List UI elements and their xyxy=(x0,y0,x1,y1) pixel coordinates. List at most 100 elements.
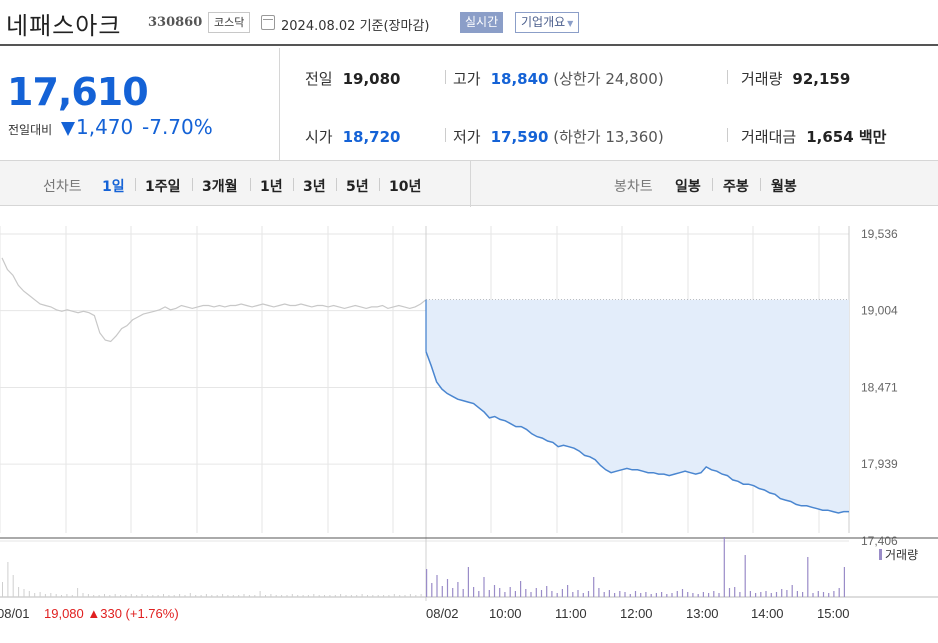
volume-bar-today xyxy=(509,587,511,597)
volume-bar-prev xyxy=(216,595,218,597)
volume-bar-today xyxy=(520,581,522,597)
tab-1w[interactable]: 1주일 xyxy=(145,179,181,195)
volume-bar-today xyxy=(697,594,699,597)
volume-bar-prev xyxy=(345,595,347,597)
volume-bar-prev xyxy=(383,595,385,597)
realtime-button[interactable]: 실시간 xyxy=(460,12,504,33)
volume-bar-prev xyxy=(388,595,390,597)
base-date: 2024.08.02 기준(장마감) xyxy=(281,19,430,34)
corp-overview-label: 기업개요 xyxy=(521,15,566,29)
volume-bar-today xyxy=(593,577,595,597)
volume-bar-today xyxy=(723,537,725,597)
volume-bar-today xyxy=(655,593,657,597)
current-price-panel: 17,610 전일대비 1,470 -7.70% xyxy=(0,48,280,160)
volume-bar-today xyxy=(817,591,819,597)
volume-bar-today xyxy=(734,587,736,597)
volume-bar-prev xyxy=(98,595,100,597)
today-area-fill xyxy=(426,299,849,513)
tab-3y[interactable]: 3년 xyxy=(303,179,326,195)
stock-header: 네패스아크 330860 코스닥 2024.08.02 기준(장마감) 실시간 … xyxy=(0,0,938,46)
volume-bar-prev xyxy=(409,594,411,597)
volume-bar-prev xyxy=(275,595,277,597)
volume-bar-today xyxy=(567,585,569,597)
prev-day-line xyxy=(1,257,427,343)
tab-1d[interactable]: 1일 xyxy=(102,179,125,195)
stat-volume: 거래량 92,159 xyxy=(741,68,850,89)
tab-3m[interactable]: 3개월 xyxy=(202,179,238,195)
tab-1y[interactable]: 1년 xyxy=(260,179,283,195)
volume-bar-prev xyxy=(23,589,25,597)
stock-name: 네패스아크 xyxy=(6,12,122,40)
volume-bar-today xyxy=(556,593,558,597)
volume-bar-today xyxy=(770,593,772,597)
divider xyxy=(470,161,471,207)
volume-bar-today xyxy=(791,585,793,597)
stat-value: 1,654 백만 xyxy=(806,128,887,146)
stat-label: 거래대금 xyxy=(741,128,797,146)
volume-bar-prev xyxy=(87,594,89,597)
volume-bar-today xyxy=(499,588,501,597)
tab-10y[interactable]: 10년 xyxy=(389,179,422,195)
volume-bar-prev xyxy=(104,594,105,597)
volume-bar-today xyxy=(728,588,731,597)
line-chart-label: 선차트 xyxy=(43,179,82,195)
volume-bar-prev xyxy=(404,595,406,597)
volume-bar-prev xyxy=(39,592,41,597)
tab-daily-candle[interactable]: 일봉 xyxy=(675,179,701,195)
stat-label: 저가 xyxy=(453,128,481,146)
volume-bar-prev xyxy=(44,594,46,597)
volume-bar-prev xyxy=(232,595,234,597)
tab-monthly-candle[interactable]: 월봉 xyxy=(771,179,797,195)
volume-bar-today xyxy=(687,592,689,597)
volume-bar-today xyxy=(598,588,600,597)
volume-bar-today xyxy=(760,592,762,597)
volume-bar-today xyxy=(488,590,490,597)
volume-bar-today xyxy=(775,592,778,597)
y-tick-label: 19,004 xyxy=(861,304,898,318)
volume-bar-today xyxy=(713,591,715,597)
corp-overview-button[interactable]: 기업개요 ▼ xyxy=(515,12,580,33)
volume-bar-today xyxy=(457,582,459,597)
volume-bar-today xyxy=(702,592,704,597)
lower-limit-value: 13,360) xyxy=(605,128,664,146)
volume-bar-prev xyxy=(146,595,148,597)
volume-bar-today xyxy=(650,594,652,597)
volume-bar-prev xyxy=(71,595,73,597)
volume-bar-prev xyxy=(302,595,304,597)
volume-bar-today xyxy=(828,593,830,597)
x-tick-label: 12:00 xyxy=(620,606,653,621)
volume-bar-today xyxy=(822,592,825,597)
volume-bar-prev xyxy=(377,595,379,597)
volume-bar-prev xyxy=(286,595,288,597)
x-tick-label: 08/02 xyxy=(426,606,459,621)
volume-bar-today xyxy=(473,587,475,597)
stat-value: 18,840 xyxy=(490,70,549,88)
volume-bar-today xyxy=(708,593,710,597)
tab-weekly-candle[interactable]: 주봉 xyxy=(723,179,749,195)
volume-bar-today xyxy=(582,593,584,597)
volume-bar-prev xyxy=(372,595,374,597)
volume-bar-today xyxy=(666,594,668,597)
x-tick-label: 08/01 xyxy=(0,606,30,621)
volume-bar-prev xyxy=(12,575,14,597)
volume-bar-today xyxy=(514,591,516,597)
tab-5y[interactable]: 5년 xyxy=(346,179,369,195)
divider xyxy=(293,178,294,191)
volume-bar-today xyxy=(478,591,480,597)
volume-bar-prev xyxy=(2,582,3,597)
volume-bar-prev xyxy=(324,595,325,597)
volume-bar-prev xyxy=(340,594,342,597)
volume-bar-prev xyxy=(157,595,159,597)
volume-bar-prev xyxy=(34,593,36,597)
divider xyxy=(250,178,251,191)
y-tick-label: 18,471 xyxy=(861,381,898,395)
volume-bar-today xyxy=(739,592,741,597)
volume-bar-prev xyxy=(297,595,299,597)
volume-bar-today xyxy=(572,592,574,597)
volume-bar-prev xyxy=(259,591,261,597)
volume-bar-today xyxy=(551,591,553,597)
volume-bar-today xyxy=(843,567,845,597)
volume-bar-prev xyxy=(265,595,266,597)
volume-bar-prev xyxy=(109,595,111,597)
